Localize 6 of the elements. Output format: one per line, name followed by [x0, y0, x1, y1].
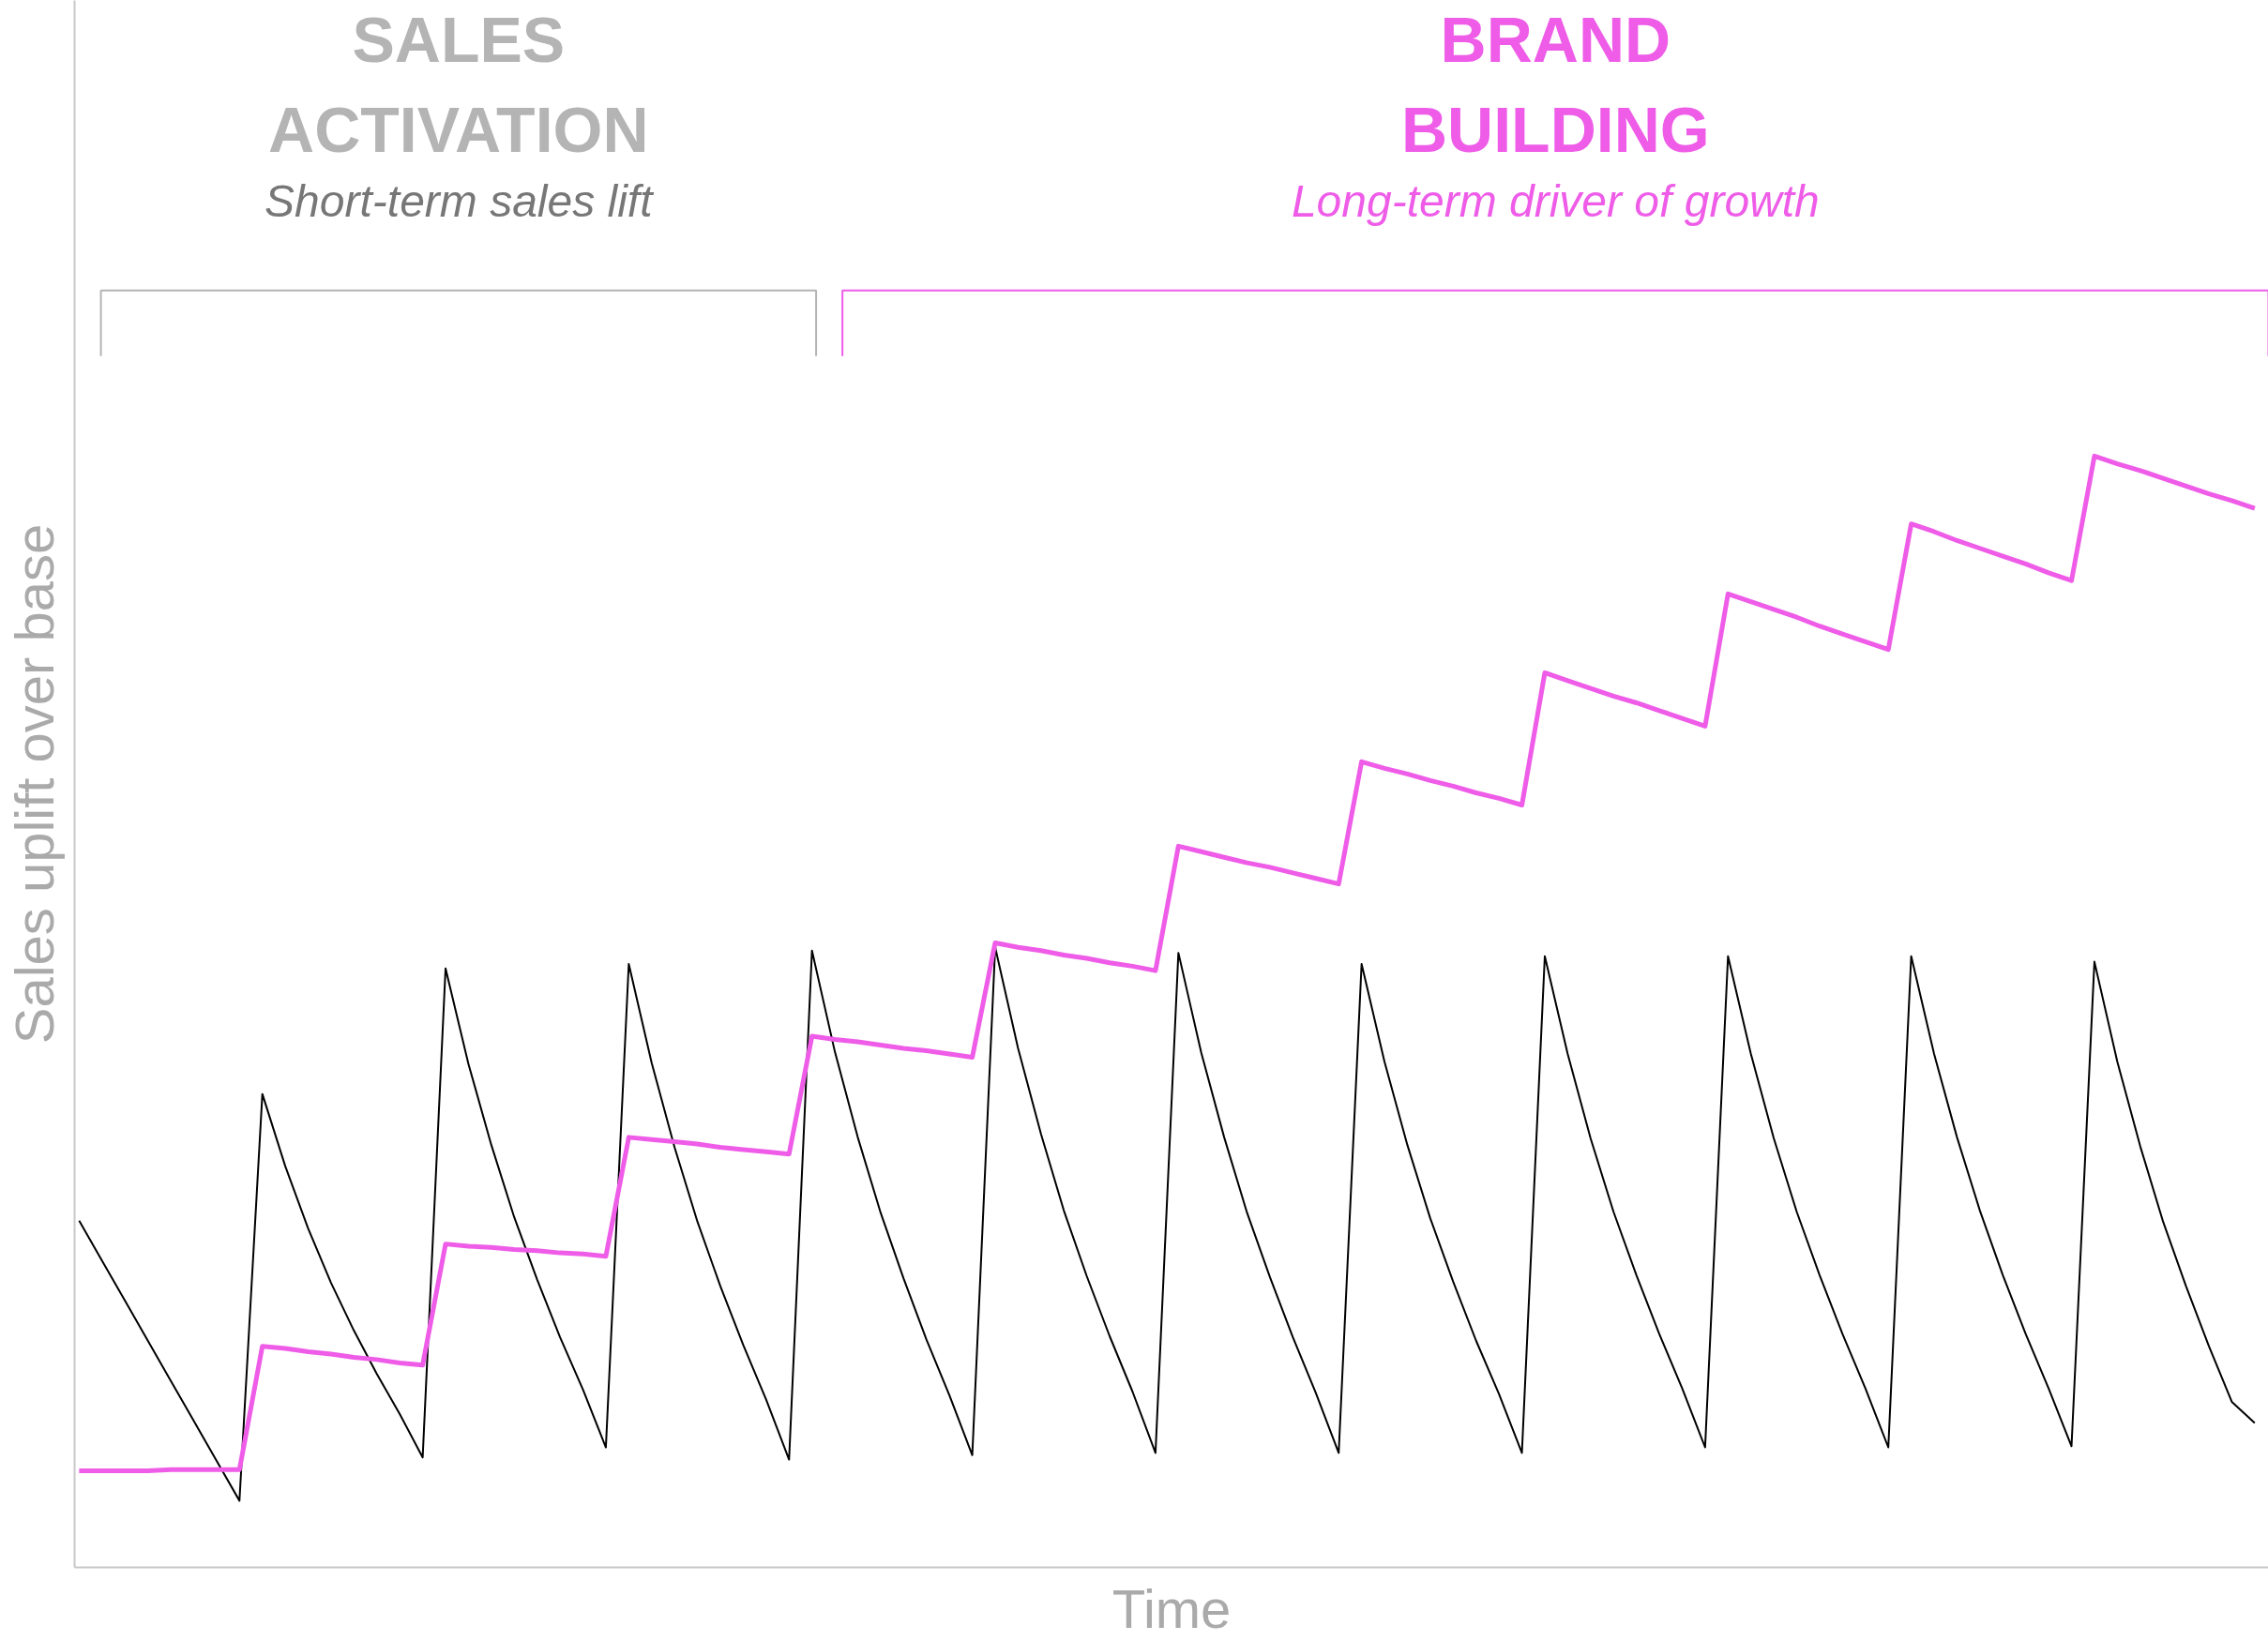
text: BRAND BUILDING: [1401, 4, 1710, 165]
text: Short-term sales lift: [265, 175, 655, 226]
text: Long-term driver of growth: [1291, 175, 1820, 226]
y-axis-title: Sales uplift over base: [3, 523, 65, 1045]
text: SALES ACTIVATION: [268, 4, 649, 165]
x-axis-title: Time: [1111, 1577, 1232, 1639]
